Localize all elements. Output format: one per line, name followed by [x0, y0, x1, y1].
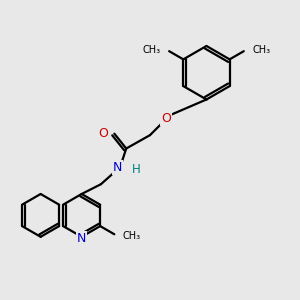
Text: CH₃: CH₃: [252, 45, 270, 55]
Text: N: N: [112, 161, 122, 174]
Text: N: N: [77, 232, 86, 245]
Text: O: O: [161, 112, 171, 125]
Text: CH₃: CH₃: [143, 45, 161, 55]
Text: CH₃: CH₃: [123, 231, 141, 241]
Text: H: H: [132, 163, 141, 176]
Text: O: O: [98, 127, 108, 140]
